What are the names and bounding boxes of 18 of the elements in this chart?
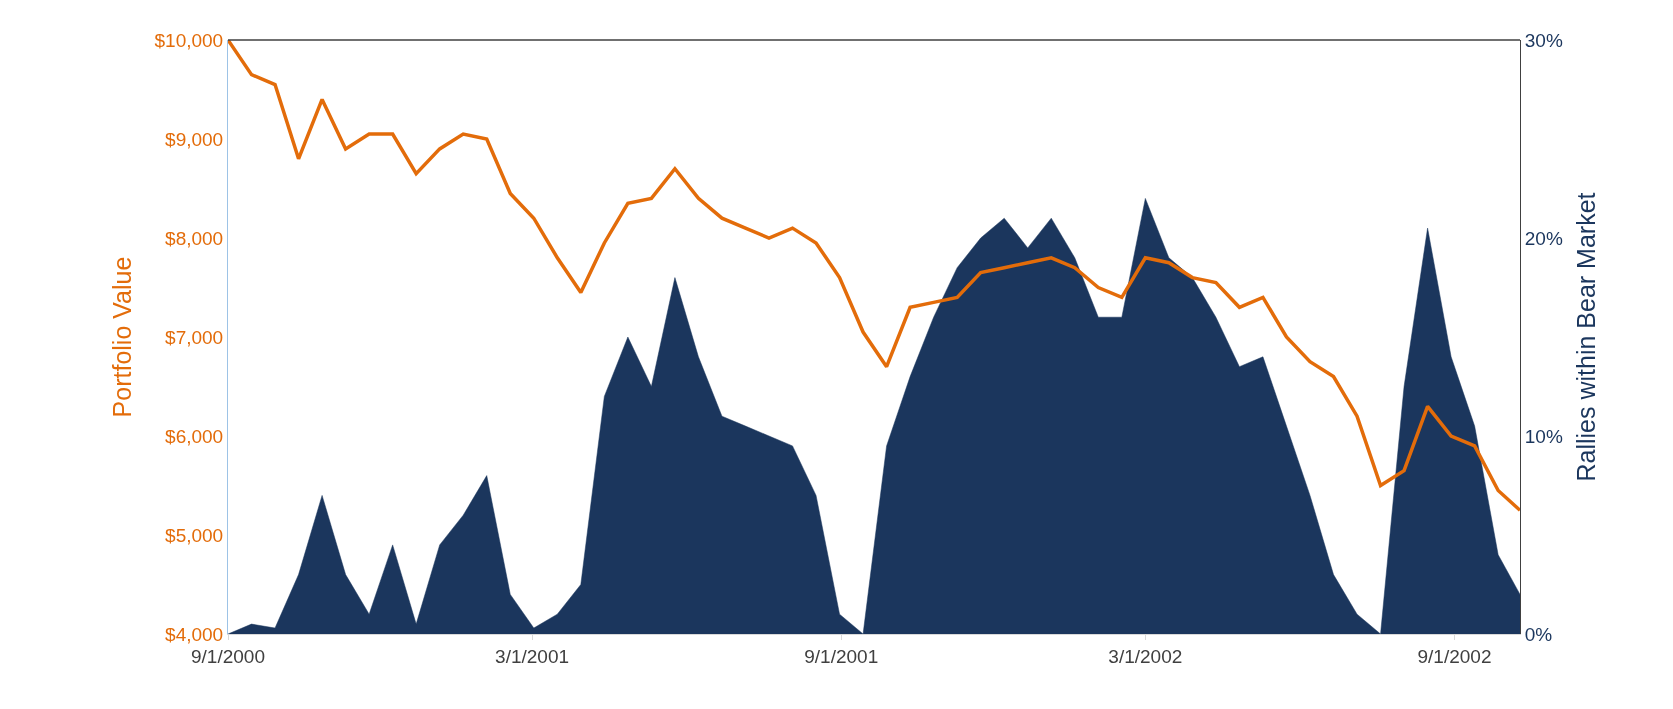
y2-tick-label: 10% [1524, 425, 1563, 447]
y-tick-label: $6,000 [165, 425, 224, 447]
y-tick-label: $8,000 [165, 227, 224, 249]
y-tick-label: $4,000 [165, 623, 224, 645]
y-axis-title: Portfolio Value [108, 256, 137, 418]
x-tick-label: 3/1/2001 [495, 645, 570, 667]
y-tick-label: $10,000 [154, 29, 224, 51]
y-tick-label: $9,000 [165, 128, 224, 150]
y2-tick-label: 30% [1524, 29, 1563, 51]
y-tick-label: $7,000 [165, 326, 224, 348]
x-tick-label: 9/1/2002 [1417, 645, 1492, 667]
y2-tick-label: 20% [1524, 227, 1563, 249]
x-tick-label: 9/1/2001 [804, 645, 879, 667]
y2-tick-label: 0% [1524, 623, 1553, 645]
x-tick-label: 9/1/2000 [191, 645, 265, 667]
y2-axis-title: Rallies within Bear Market [1571, 192, 1600, 482]
x-tick-label: 3/1/2002 [1108, 645, 1183, 667]
y-tick-label: $5,000 [165, 524, 224, 546]
